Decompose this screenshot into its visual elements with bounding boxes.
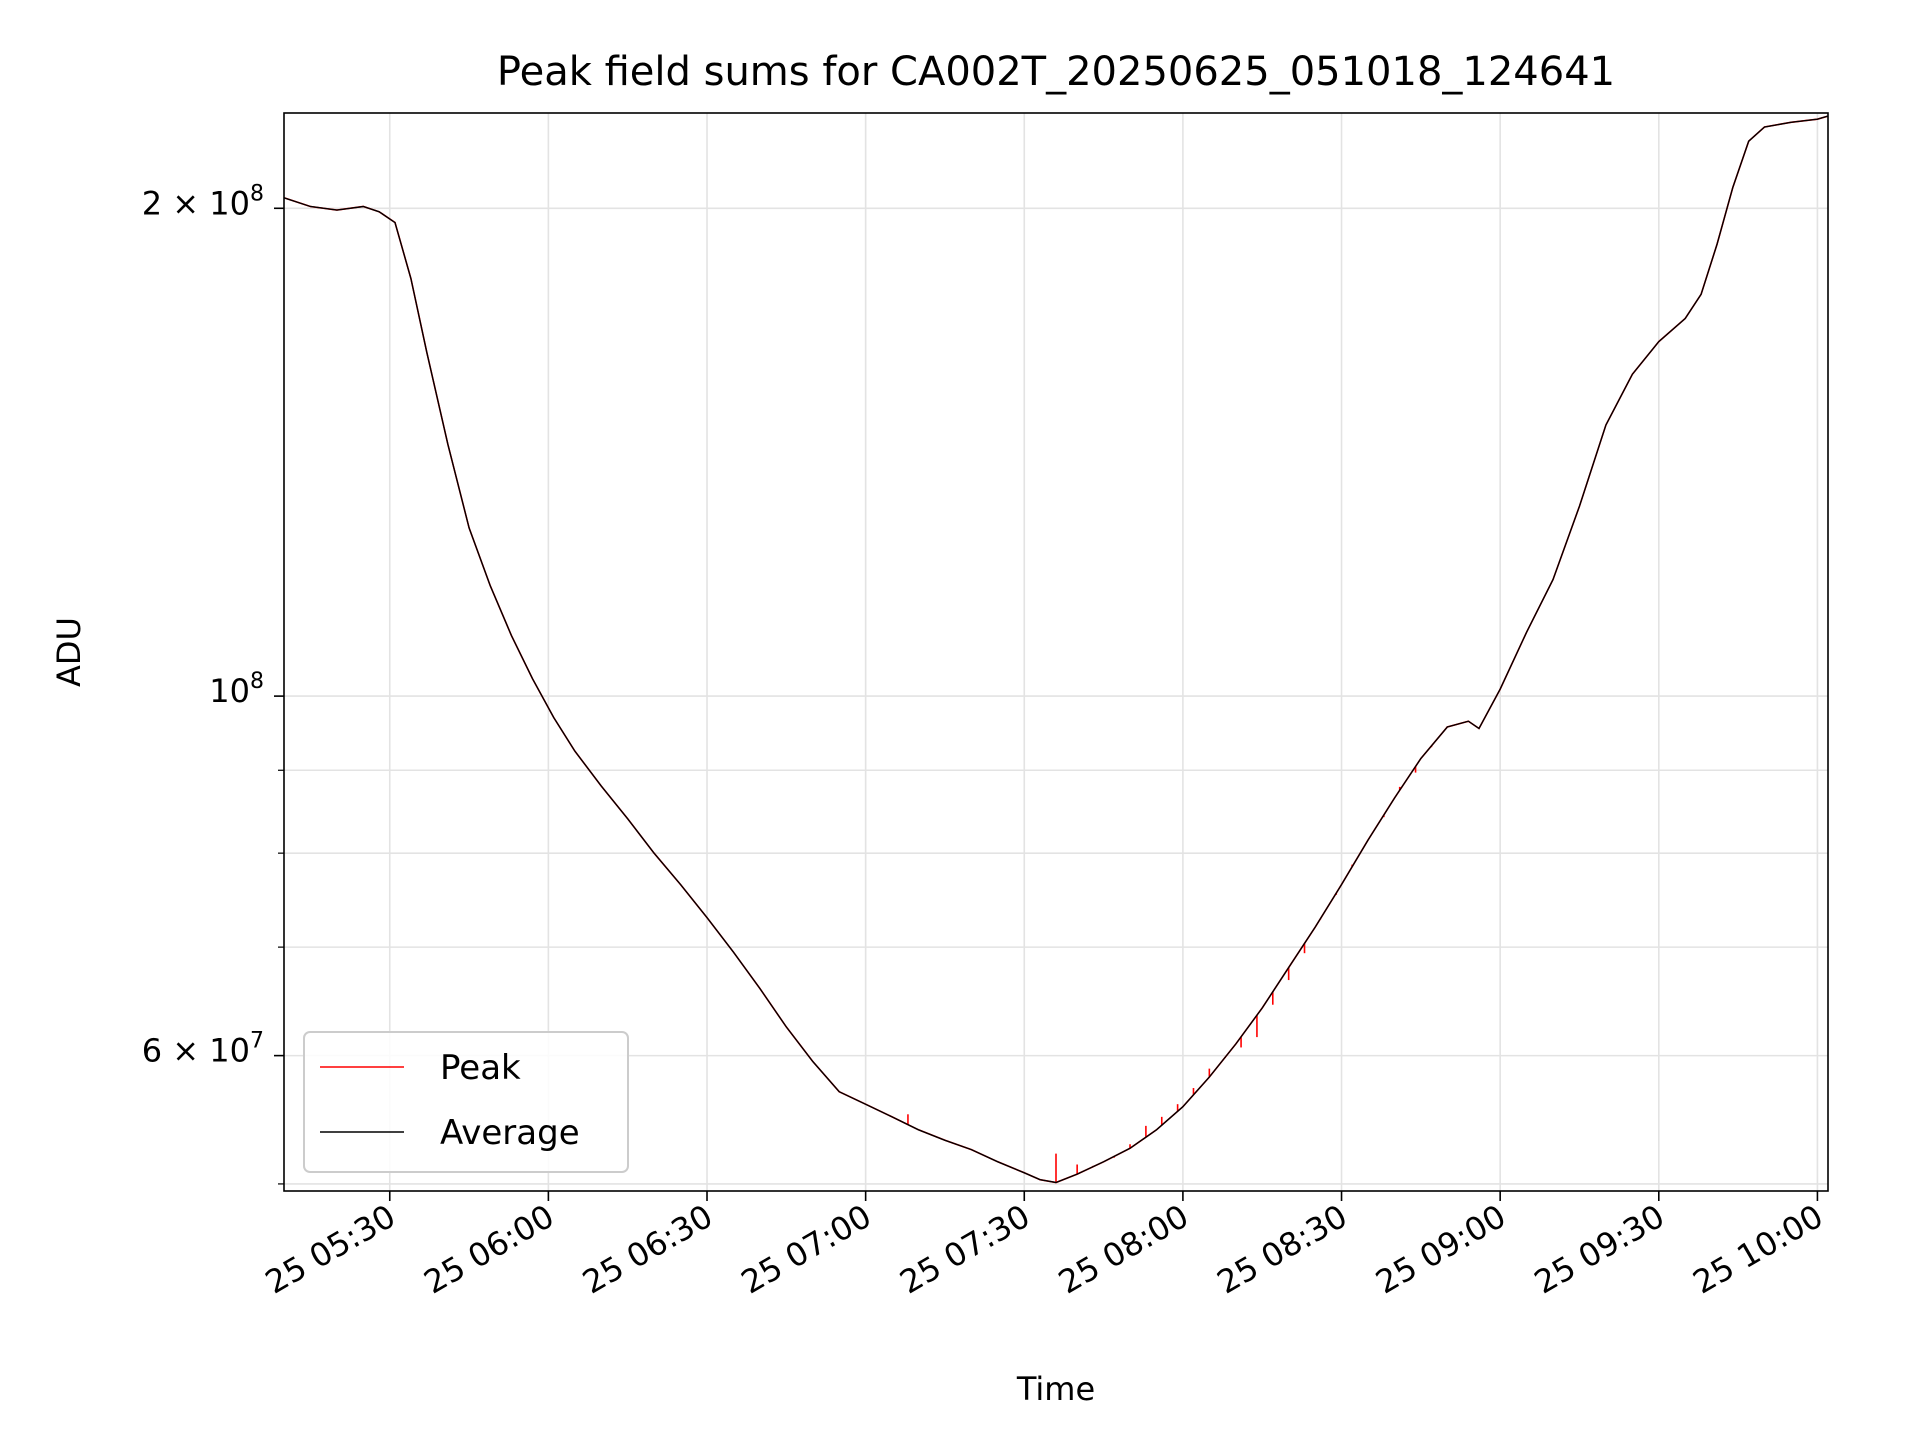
x-tick-label: 25 06:00 [417, 1197, 560, 1301]
y-tick-label: 108 [209, 669, 264, 710]
x-tick-label: 25 08:30 [1211, 1197, 1354, 1301]
x-tick-label: 25 10:00 [1686, 1197, 1829, 1301]
series-layer [283, 115, 1829, 1184]
y-axis-label: ADU [50, 617, 88, 687]
legend-label-average: Average [440, 1113, 580, 1153]
x-tick-label: 25 09:00 [1369, 1197, 1512, 1301]
grid-layer [284, 113, 1828, 1191]
chart-title: Peak field sums for CA002T_20250625_0510… [497, 49, 1615, 95]
x-axis-label: Time [1016, 1370, 1095, 1408]
series-average-line [283, 115, 1829, 1184]
y-tick-label: 2 × 108 [142, 181, 264, 222]
x-tick-label: 25 07:30 [893, 1197, 1036, 1301]
series-peak-line [283, 115, 1829, 1184]
y-tick-label: 6 × 107 [142, 1029, 264, 1070]
x-tick-label: 25 08:00 [1052, 1197, 1195, 1301]
legend: Peak Average [303, 1031, 629, 1173]
legend-label-peak: Peak [440, 1048, 521, 1088]
x-tick-label: 25 05:30 [259, 1197, 402, 1301]
x-tick-label: 25 06:30 [576, 1197, 719, 1301]
x-tick-label: 25 09:30 [1528, 1197, 1671, 1301]
plot-frame [283, 112, 1829, 1192]
x-tick-label: 25 07:00 [735, 1197, 878, 1301]
